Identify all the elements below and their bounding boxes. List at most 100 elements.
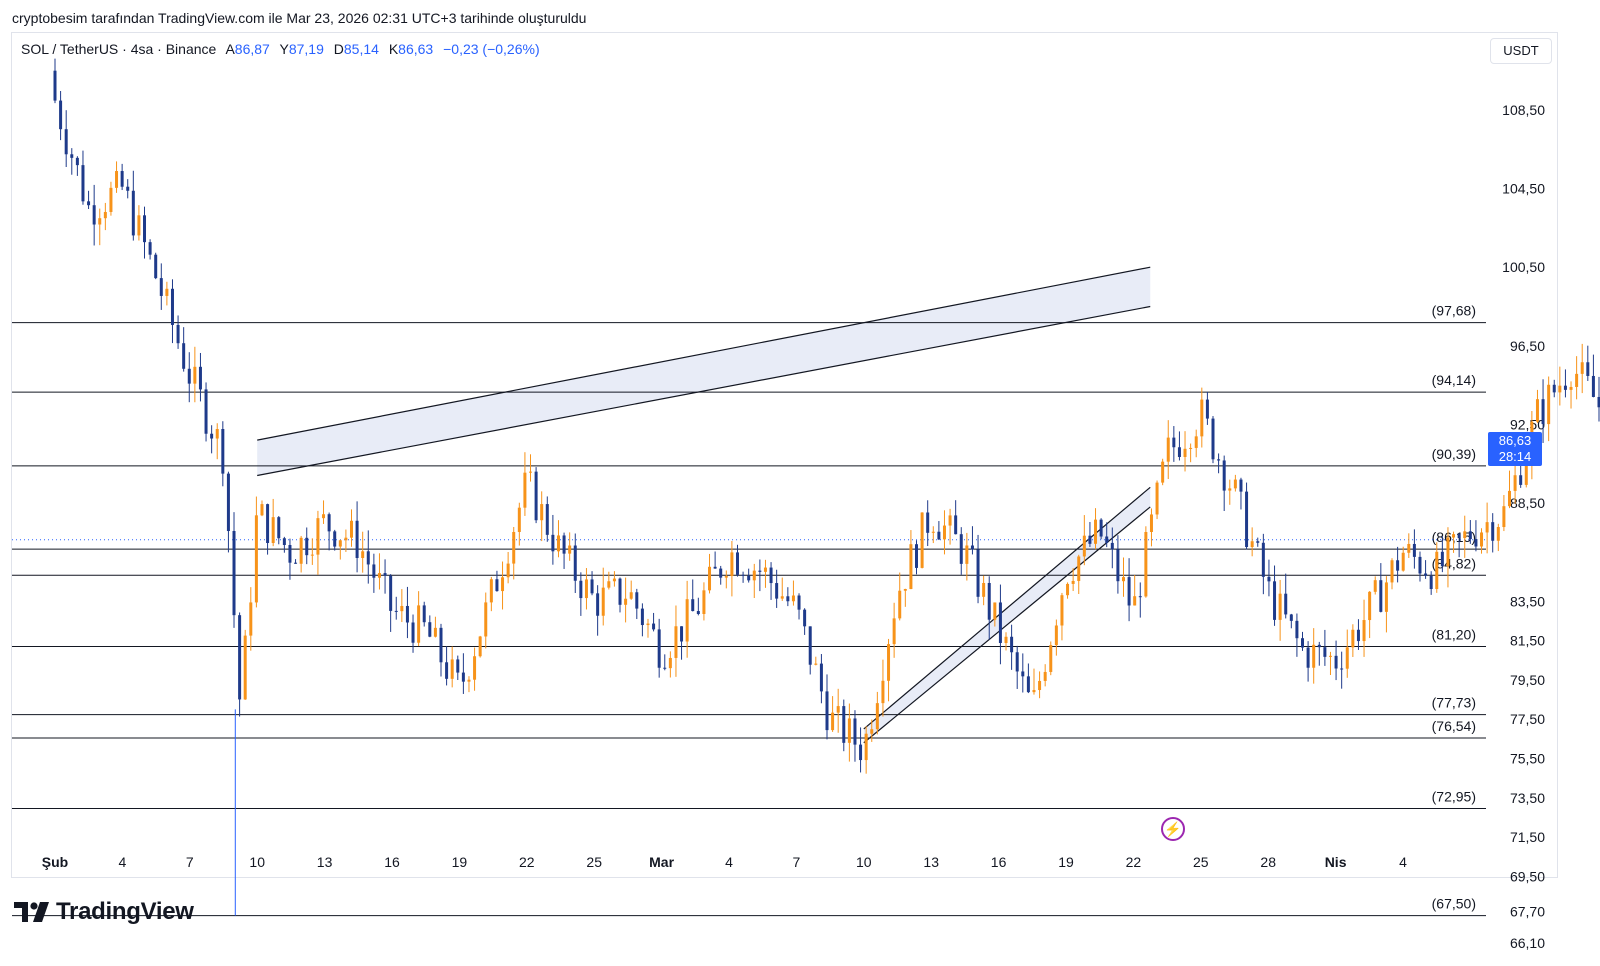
candle-body bbox=[540, 504, 544, 521]
currency-selector[interactable]: USDT bbox=[1490, 38, 1552, 64]
candle-body bbox=[562, 535, 566, 554]
candle-body bbox=[1250, 541, 1254, 547]
close-value: 86,63 bbox=[398, 41, 434, 57]
x-tick-label: 19 bbox=[1058, 854, 1074, 870]
candle-body bbox=[870, 729, 874, 734]
candle-body bbox=[400, 605, 404, 612]
candle-body bbox=[361, 551, 365, 559]
candle-body bbox=[1043, 671, 1047, 681]
candle-body bbox=[1328, 655, 1332, 657]
candle-body bbox=[1010, 636, 1014, 653]
candle-body bbox=[1507, 490, 1511, 507]
candle-body bbox=[1239, 479, 1243, 492]
candle-body bbox=[1440, 551, 1444, 567]
candle-body bbox=[702, 590, 706, 614]
candle-body bbox=[489, 579, 493, 603]
last-price-tag: 86,63 28:14 bbox=[1488, 432, 1542, 466]
candle-body bbox=[103, 211, 107, 219]
candle-body bbox=[120, 171, 124, 187]
last-price-value: 86,63 bbox=[1498, 433, 1532, 448]
candle-body bbox=[109, 187, 113, 212]
candle-body bbox=[299, 537, 303, 564]
candle-body bbox=[249, 602, 253, 636]
candle-body bbox=[763, 567, 767, 572]
candle-body bbox=[322, 514, 326, 519]
candle-body bbox=[624, 598, 628, 605]
candle-body bbox=[1558, 385, 1562, 393]
candle-body bbox=[422, 605, 426, 623]
candle-body bbox=[193, 366, 197, 384]
candle-body bbox=[517, 507, 521, 532]
x-tick-label: 25 bbox=[586, 854, 602, 870]
chart-header-caption: cryptobesim tarafından TradingView.com i… bbox=[12, 10, 587, 26]
candle-body bbox=[461, 672, 465, 682]
candle-body bbox=[954, 515, 958, 535]
candle-body bbox=[1502, 506, 1506, 528]
candle-body bbox=[1384, 582, 1388, 612]
candle-body bbox=[126, 186, 130, 191]
candle-body bbox=[719, 568, 723, 578]
candle-body bbox=[232, 531, 236, 616]
candle-body bbox=[948, 515, 952, 526]
candle-body bbox=[310, 554, 314, 556]
candle-body bbox=[305, 537, 309, 556]
candle-body bbox=[1323, 647, 1327, 657]
candle-body bbox=[366, 551, 370, 565]
candle-body bbox=[417, 605, 421, 643]
candle-body bbox=[1021, 671, 1025, 677]
candle-body bbox=[81, 165, 85, 202]
candle-body bbox=[1580, 362, 1584, 374]
candle-body bbox=[377, 573, 381, 578]
x-tick-label: 22 bbox=[1126, 854, 1142, 870]
candle-body bbox=[668, 657, 672, 669]
candle-body bbox=[1547, 384, 1551, 425]
candle-body bbox=[724, 576, 728, 578]
y-tick-label: 81,50 bbox=[1510, 633, 1545, 649]
candle-body bbox=[1032, 690, 1036, 693]
candle-body bbox=[758, 570, 762, 572]
candle-body bbox=[1396, 560, 1400, 571]
candle-body bbox=[137, 215, 141, 236]
candle-body bbox=[1228, 488, 1232, 491]
symbol-label[interactable]: SOL / TetherUS · 4sa · Binance bbox=[21, 41, 217, 57]
candle-body bbox=[204, 389, 208, 434]
candle-body bbox=[198, 366, 202, 390]
tradingview-logo[interactable]: TradingView bbox=[14, 898, 194, 926]
lightning-icon[interactable]: ⚡ bbox=[1161, 817, 1185, 841]
candle-body bbox=[1222, 460, 1226, 491]
candle-body bbox=[1155, 482, 1159, 515]
candle-body bbox=[853, 718, 857, 745]
candle-body bbox=[931, 531, 935, 533]
candle-body bbox=[1480, 532, 1484, 547]
candle-body bbox=[741, 574, 745, 576]
candle-body bbox=[1424, 573, 1428, 576]
candle-body bbox=[1575, 373, 1579, 387]
candle-body bbox=[1099, 519, 1103, 537]
candle-body bbox=[1177, 447, 1181, 457]
y-tick-label: 100,50 bbox=[1502, 259, 1545, 275]
candle-body bbox=[1133, 596, 1137, 606]
candle-body bbox=[1211, 418, 1215, 460]
x-tick-label: 25 bbox=[1193, 854, 1209, 870]
candle-body bbox=[1312, 644, 1316, 668]
level-label: (94,14) bbox=[1432, 372, 1476, 388]
x-tick-label: Şub bbox=[42, 854, 68, 870]
candle-body bbox=[260, 504, 264, 516]
candle-body bbox=[937, 531, 941, 540]
y-tick-label: 104,50 bbox=[1502, 181, 1545, 197]
candle-body bbox=[1284, 593, 1288, 615]
candle-body bbox=[1267, 576, 1271, 582]
candle-body bbox=[1362, 620, 1366, 642]
candle-body bbox=[965, 545, 969, 564]
candle-body bbox=[1015, 652, 1019, 672]
candle-body bbox=[842, 706, 846, 743]
candle-body bbox=[730, 552, 734, 577]
candle-body bbox=[590, 579, 594, 594]
candle-body bbox=[226, 473, 230, 532]
candle-body bbox=[747, 575, 751, 581]
candle-body bbox=[1340, 668, 1344, 670]
level-label: (90,39) bbox=[1432, 446, 1476, 462]
x-tick-label: 7 bbox=[793, 854, 801, 870]
candle-body bbox=[1591, 375, 1595, 397]
